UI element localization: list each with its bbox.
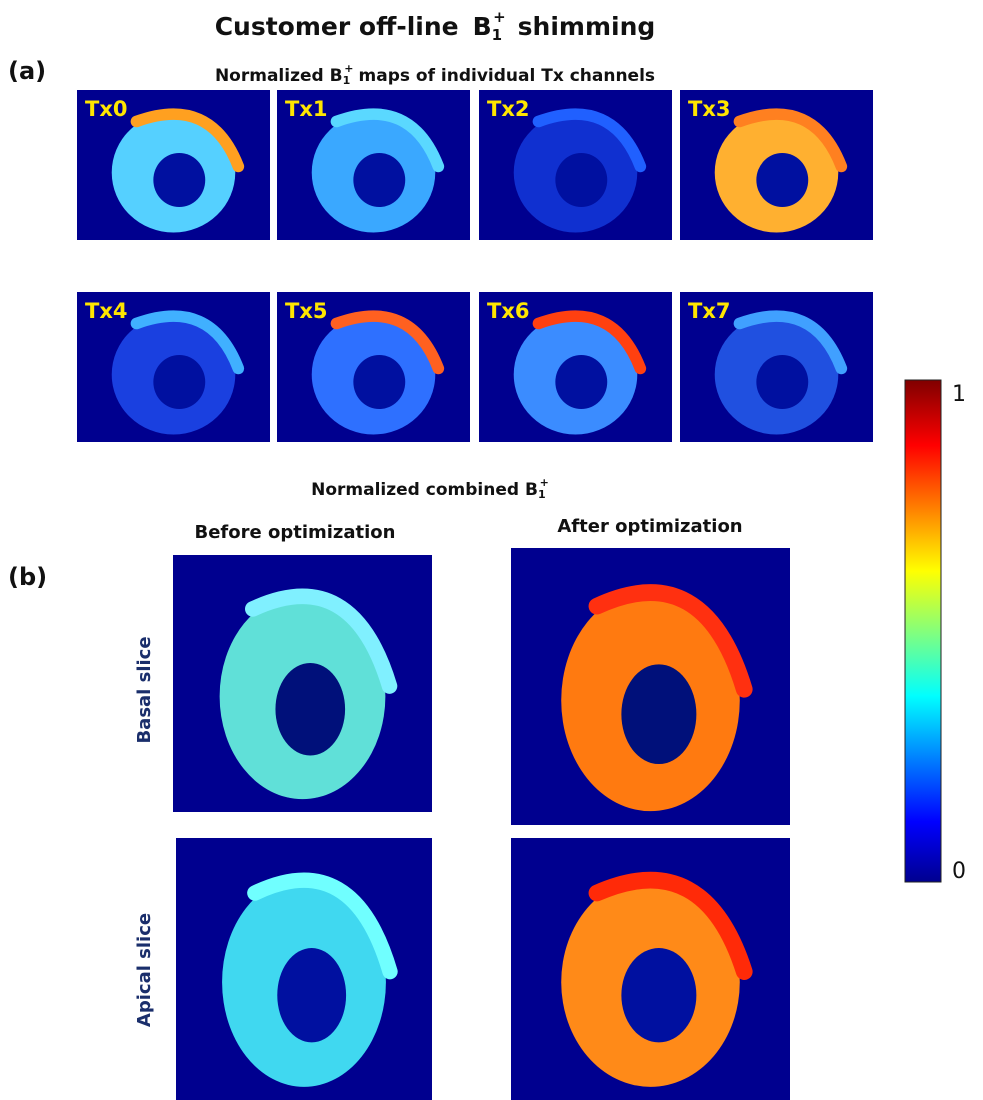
ventricle-wall xyxy=(588,871,753,980)
blood-pool xyxy=(621,948,697,1043)
title-sup: + xyxy=(493,8,506,26)
ventricle-wall xyxy=(130,310,245,375)
channel-label: Tx3 xyxy=(688,97,730,121)
colorbar-tick-label: 0 xyxy=(952,859,966,884)
title-lead: Customer off-line xyxy=(215,12,459,41)
heading-symbol: B xyxy=(330,66,343,86)
ventricle-wall xyxy=(532,108,647,173)
title-symbol: B xyxy=(473,12,492,41)
column-label: After optimization xyxy=(557,516,742,537)
ventricle-wall xyxy=(733,108,848,173)
channel-label: Tx6 xyxy=(487,299,529,323)
channel-label: Tx5 xyxy=(285,299,327,323)
channel-label: Tx4 xyxy=(85,299,127,323)
figure-title: Customer off-line B1+ shimming xyxy=(215,8,656,44)
heading-tail: maps of individual Tx channels xyxy=(359,66,656,86)
title-tail: shimming xyxy=(518,12,656,41)
channel-label: Tx0 xyxy=(85,97,127,121)
heading-sub: 1 xyxy=(538,488,546,501)
panel-label: (a) xyxy=(8,57,46,85)
channel-label: Tx2 xyxy=(487,97,529,121)
colorbar xyxy=(904,379,942,883)
blood-pool xyxy=(153,153,206,207)
blood-pool xyxy=(756,153,809,207)
ventricle-wall xyxy=(130,108,245,173)
blood-pool xyxy=(275,662,346,756)
blood-pool xyxy=(555,355,608,409)
blood-pool xyxy=(555,153,608,207)
blood-pool xyxy=(153,355,206,409)
ventricle-wall xyxy=(532,310,647,375)
ventricle-wall xyxy=(330,108,445,173)
heading-sup: + xyxy=(344,62,353,75)
ventricle-wall xyxy=(588,584,753,698)
ventricle-wall xyxy=(245,588,398,694)
heading-lead: Normalized combined xyxy=(311,480,519,500)
panel-label: (b) xyxy=(8,563,47,591)
heading-sub: 1 xyxy=(343,74,351,87)
blood-pool xyxy=(277,948,347,1043)
blood-pool xyxy=(621,664,697,765)
blood-pool xyxy=(353,355,406,409)
channel-label: Tx1 xyxy=(285,97,327,121)
heading-symbol: B xyxy=(525,480,538,500)
heading-lead: Normalized xyxy=(215,66,324,86)
blood-pool xyxy=(756,355,809,409)
row-label: Basal slice xyxy=(134,636,155,743)
row-label: Apical slice xyxy=(134,913,155,1027)
ventricle-wall xyxy=(247,872,398,980)
channel-label: Tx7 xyxy=(688,299,730,323)
title-sub: 1 xyxy=(492,26,502,44)
blood-pool xyxy=(353,153,406,207)
ventricle-wall xyxy=(733,310,848,375)
column-label: Before optimization xyxy=(194,522,395,543)
heading-sup: + xyxy=(540,476,549,489)
panel-heading: Normalized combined B1+ xyxy=(311,476,549,501)
panel-heading: Normalized B1+ maps of individual Tx chann… xyxy=(215,62,655,87)
colorbar-tick-label: 1 xyxy=(952,382,966,407)
ventricle-wall xyxy=(330,310,445,375)
